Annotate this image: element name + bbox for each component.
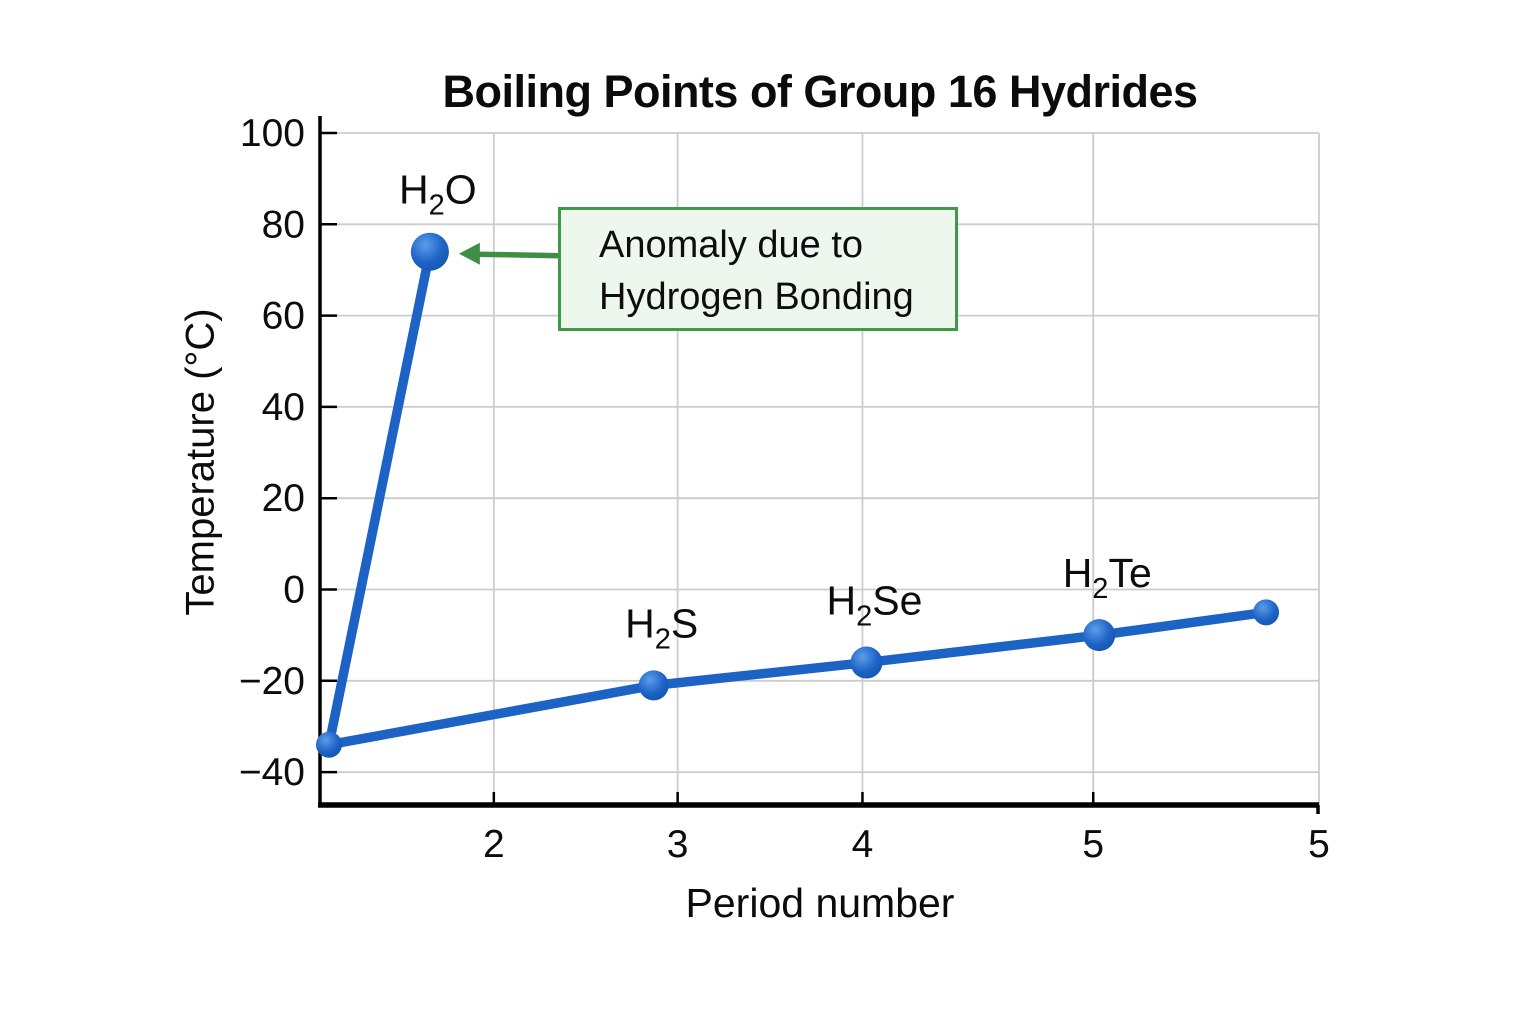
point-marker-h2se <box>850 646 883 679</box>
y-tick-label: 0 <box>283 569 305 612</box>
x-tick-label: 5 <box>1308 823 1330 866</box>
point-marker-h2o <box>410 232 449 271</box>
annotation-box: Anomaly due to Hydrogen Bonding <box>558 207 958 331</box>
annotation-line2: Hydrogen Bonding <box>599 276 914 318</box>
y-tick-label: −20 <box>239 660 305 703</box>
point-marker-h2s <box>638 670 669 701</box>
axes: 100 80 60 40 20 0 −20 −40 2 3 4 5 5 <box>239 112 1330 866</box>
y-tick-label: −40 <box>239 751 305 794</box>
y-tick-label: 60 <box>262 295 305 338</box>
y-tick-label: 100 <box>240 112 305 155</box>
point-marker-edge-right <box>1253 599 1280 626</box>
annotation-line1: Anomaly due to <box>599 224 864 266</box>
x-tick-label: 4 <box>852 823 874 866</box>
y-tick-label: 40 <box>262 386 305 429</box>
arrow-head-icon <box>458 242 480 265</box>
point-label-h2se: H2Se <box>826 578 922 633</box>
x-tick-label: 3 <box>667 823 689 866</box>
chart-title: Boiling Points of Group 16 Hydrides <box>442 66 1198 117</box>
y-tick-label: 20 <box>262 477 305 520</box>
arrow-shaft <box>475 251 561 259</box>
x-tick-label: 5 <box>1082 823 1104 866</box>
point-marker-edge-left <box>315 731 342 758</box>
y-axis-label: Temperature (°C) <box>178 308 223 616</box>
x-tick-label: 2 <box>483 823 505 866</box>
point-label-h2te: H2Te <box>1063 550 1152 605</box>
annotation-arrow <box>458 242 561 265</box>
data-line <box>324 246 1271 750</box>
y-tick-label: 80 <box>262 203 305 246</box>
point-label-h2s: H2S <box>625 600 698 655</box>
point-marker-h2te <box>1083 619 1116 652</box>
point-label-h2o: H2O <box>399 167 477 222</box>
x-axis-label: Period number <box>685 880 955 926</box>
